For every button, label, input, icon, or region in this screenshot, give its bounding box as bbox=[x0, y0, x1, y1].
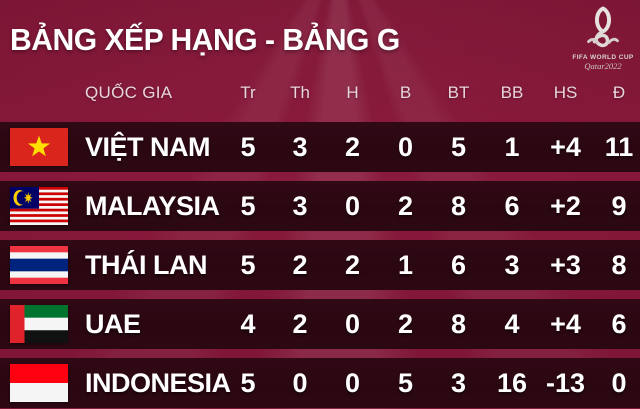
stat-goals-for: 8 bbox=[450, 190, 467, 221]
indonesia-flag-icon bbox=[10, 364, 68, 402]
stat-goals-against: 1 bbox=[504, 131, 520, 162]
stat-goal-difference: +3 bbox=[550, 249, 581, 280]
page-title: BẢNG XẾP HẠNG - BẢNG G bbox=[10, 22, 400, 57]
col-header-b: B bbox=[399, 83, 412, 102]
flag-cell bbox=[0, 364, 80, 402]
stat-matches: 4 bbox=[240, 308, 256, 339]
stat-wins: 0 bbox=[292, 367, 308, 398]
col-header-bb: BB bbox=[500, 83, 524, 102]
flag-cell bbox=[0, 305, 80, 343]
table-row: THÁI LAN 5 2 2 1 6 3 +3 8 bbox=[0, 240, 640, 290]
table-row: VIỆT NAM 5 3 2 0 5 1 +4 11 bbox=[0, 122, 640, 172]
stat-wins: 3 bbox=[292, 190, 308, 221]
stat-goals-against: 4 bbox=[504, 308, 520, 339]
col-header-bt: BT bbox=[447, 83, 470, 102]
stat-draws: 2 bbox=[344, 131, 361, 162]
fifa-worldcup-emblem-icon bbox=[587, 6, 619, 48]
col-header-quoc-gia: QUỐC GIA bbox=[85, 83, 173, 102]
table-row: MALAYSIA 5 3 0 2 8 6 +2 9 bbox=[0, 181, 640, 231]
table-header-row: QUỐC GIA Tr Th H B BT BB HS Đ bbox=[0, 80, 640, 106]
thailand-flag-icon bbox=[10, 246, 68, 284]
stat-goals-against: 6 bbox=[504, 190, 520, 221]
logo-line1: FIFA WORLD CUP bbox=[572, 54, 634, 61]
uae-flag-icon bbox=[10, 305, 68, 343]
logo-line2: Qatar2022 bbox=[584, 61, 622, 71]
team-name: INDONESIA bbox=[85, 367, 231, 398]
stat-matches: 5 bbox=[240, 367, 256, 398]
team-name: THÁI LAN bbox=[85, 249, 207, 280]
table-row: UAE 4 2 0 2 8 4 +4 6 bbox=[0, 299, 640, 349]
table-row: INDONESIA 5 0 0 5 3 16 -13 0 bbox=[0, 358, 640, 408]
stat-losses: 2 bbox=[397, 308, 414, 339]
stat-losses: 5 bbox=[397, 367, 414, 398]
team-name: VIỆT NAM bbox=[85, 131, 211, 162]
col-header-h: H bbox=[346, 83, 359, 102]
flag-cell bbox=[0, 128, 80, 166]
flag-cell bbox=[0, 246, 80, 284]
stat-losses: 1 bbox=[397, 249, 414, 280]
stat-goal-difference: -13 bbox=[545, 367, 586, 398]
stat-matches: 5 bbox=[240, 249, 256, 280]
stat-losses: 0 bbox=[397, 131, 414, 162]
stat-points: 6 bbox=[611, 308, 627, 339]
stat-goals-against: 16 bbox=[496, 367, 528, 398]
stat-draws: 0 bbox=[344, 367, 361, 398]
stat-goal-difference: +2 bbox=[550, 190, 581, 221]
stat-losses: 2 bbox=[397, 190, 414, 221]
team-name: UAE bbox=[85, 308, 141, 339]
stat-points: 0 bbox=[611, 367, 627, 398]
col-header-hs: HS bbox=[553, 83, 578, 102]
stat-goals-for: 5 bbox=[450, 131, 467, 162]
stat-wins: 2 bbox=[292, 249, 308, 280]
stat-goals-against: 3 bbox=[504, 249, 520, 280]
stat-draws: 0 bbox=[344, 190, 361, 221]
stat-draws: 0 bbox=[344, 308, 361, 339]
stat-goals-for: 8 bbox=[450, 308, 467, 339]
stat-points: 11 bbox=[604, 131, 634, 162]
malaysia-flag-icon bbox=[10, 187, 68, 225]
worldcup-logo: FIFA WORLD CUP Qatar2022 bbox=[572, 3, 634, 71]
col-header-d: Đ bbox=[612, 83, 626, 102]
col-header-th: Th bbox=[290, 83, 310, 102]
stat-wins: 3 bbox=[292, 131, 308, 162]
col-header-tr: Tr bbox=[240, 83, 256, 102]
stat-draws: 2 bbox=[344, 249, 361, 280]
stat-goals-for: 6 bbox=[450, 249, 467, 280]
stat-wins: 2 bbox=[292, 308, 308, 339]
stat-matches: 5 bbox=[240, 131, 256, 162]
stat-goal-difference: +4 bbox=[550, 308, 581, 339]
vietnam-flag-icon bbox=[10, 128, 68, 166]
stat-points: 8 bbox=[611, 249, 627, 280]
stat-goals-for: 3 bbox=[450, 367, 467, 398]
stat-goal-difference: +4 bbox=[550, 131, 581, 162]
stat-points: 9 bbox=[611, 190, 627, 221]
stat-matches: 5 bbox=[240, 190, 256, 221]
team-name: MALAYSIA bbox=[85, 190, 220, 221]
flag-cell bbox=[0, 187, 80, 225]
